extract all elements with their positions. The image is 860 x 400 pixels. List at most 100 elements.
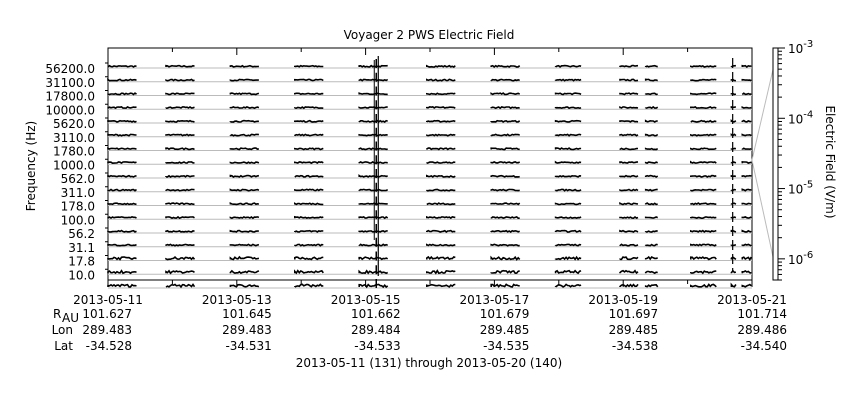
channel-trace bbox=[644, 119, 658, 123]
channel-trace bbox=[490, 269, 520, 275]
channel-trace bbox=[107, 119, 137, 123]
ephemeris-value: -34.528 bbox=[86, 339, 132, 353]
channel-trace bbox=[741, 256, 752, 261]
channel-trace bbox=[229, 78, 259, 82]
channel-trace bbox=[229, 106, 260, 110]
channel-trace bbox=[107, 161, 137, 165]
channel-trace bbox=[690, 160, 717, 164]
channel-trace bbox=[644, 64, 658, 68]
channel-trace bbox=[165, 283, 196, 289]
channel-trace bbox=[554, 174, 582, 178]
channel-trace bbox=[229, 229, 259, 233]
y-tick-label: 3110.0 bbox=[53, 131, 95, 145]
channel-trace bbox=[730, 147, 737, 150]
channel-trace bbox=[554, 78, 582, 82]
channel-trace bbox=[554, 255, 582, 261]
channel-trace bbox=[554, 202, 582, 206]
channel-trace bbox=[358, 243, 388, 247]
channel-trace bbox=[426, 269, 456, 275]
channel-trace bbox=[229, 243, 260, 247]
channel-trace bbox=[690, 216, 717, 219]
channel-trace bbox=[619, 92, 639, 96]
channel-trace bbox=[229, 161, 260, 165]
channel-trace bbox=[107, 229, 137, 233]
channel-trace bbox=[165, 202, 195, 206]
x-tick-label: 2013-05-15 bbox=[331, 293, 401, 307]
channel-trace bbox=[741, 133, 752, 137]
channel-trace bbox=[741, 78, 752, 82]
y-axis-label: Frequency (Hz) bbox=[24, 121, 38, 212]
channel-trace bbox=[490, 229, 520, 233]
right-axis: 10-3 10-4 10-5 10-6 bbox=[751, 39, 813, 281]
channel-trace bbox=[619, 133, 639, 137]
channel-trace bbox=[229, 269, 260, 275]
ephemeris-value: -34.535 bbox=[483, 339, 529, 353]
channel-trace bbox=[741, 229, 752, 233]
channel-trace bbox=[490, 188, 520, 192]
channel-trace bbox=[107, 216, 137, 219]
channel-trace bbox=[107, 269, 137, 275]
channel-trace bbox=[619, 161, 639, 164]
channel-trace bbox=[554, 188, 582, 192]
channel-trace bbox=[741, 119, 752, 123]
channel-trace bbox=[165, 174, 195, 178]
channel-trace bbox=[554, 216, 582, 220]
y-tick-label: 311.0 bbox=[61, 186, 95, 200]
channel-trace bbox=[294, 106, 324, 110]
channel-trace bbox=[554, 160, 582, 164]
channel-trace bbox=[690, 270, 717, 275]
ephemeris-value: 289.485 bbox=[609, 323, 659, 337]
channel-trace bbox=[358, 106, 388, 109]
channel-trace bbox=[490, 215, 520, 219]
y-tick-labels: 56200.031100.017800.010000.05620.03110.0… bbox=[45, 62, 108, 282]
channel-trace bbox=[165, 133, 195, 137]
channel-trace bbox=[426, 147, 456, 151]
channel-trace bbox=[490, 283, 520, 288]
channel-trace bbox=[730, 229, 737, 233]
channel-trace bbox=[644, 188, 658, 192]
ephemeris-value: -34.538 bbox=[612, 339, 658, 353]
right-tick-label: 10-3 bbox=[788, 39, 813, 56]
channel-trace bbox=[554, 119, 582, 123]
channel-trace bbox=[690, 243, 717, 247]
channel-trace bbox=[294, 147, 324, 151]
channel-trace bbox=[358, 230, 388, 233]
channel-trace bbox=[690, 174, 717, 178]
channel-trace bbox=[644, 243, 658, 247]
y-tick-label: 56200.0 bbox=[45, 62, 95, 76]
chart-title: Voyager 2 PWS Electric Field bbox=[344, 28, 515, 42]
channel-trace bbox=[358, 174, 388, 178]
channel-trace bbox=[490, 78, 520, 82]
channel-trace bbox=[690, 119, 717, 123]
channel-trace bbox=[741, 216, 752, 219]
y-tick-label: 1000.0 bbox=[53, 158, 95, 172]
channel-trace bbox=[426, 161, 456, 164]
channel-trace bbox=[294, 188, 324, 192]
channel-trace bbox=[490, 106, 520, 110]
x-tick-labels: 2013-05-11 2013-05-13 2013-05-15 2013-05-17… bbox=[73, 48, 787, 307]
y-tick-label: 17800.0 bbox=[45, 90, 95, 104]
channel-trace bbox=[730, 243, 737, 247]
channel-trace bbox=[294, 92, 324, 96]
channel-trace bbox=[107, 283, 137, 288]
channel-trace bbox=[490, 160, 521, 164]
channel-trace bbox=[426, 64, 456, 68]
channel-trace bbox=[426, 119, 456, 123]
x-tick-label: 2013-05-19 bbox=[588, 293, 658, 307]
channel-trace bbox=[741, 92, 752, 96]
channel-trace bbox=[730, 216, 737, 219]
channel-trace bbox=[358, 147, 388, 151]
channel-trace bbox=[426, 255, 456, 261]
channel-trace bbox=[107, 256, 137, 261]
ephemeris-value: 289.486 bbox=[737, 323, 787, 337]
right-tick-label: 10-5 bbox=[788, 180, 813, 197]
channel-trace bbox=[554, 147, 582, 151]
channel-trace bbox=[107, 92, 137, 96]
channel-trace bbox=[229, 215, 260, 220]
channel-trace bbox=[165, 78, 195, 82]
channel-trace bbox=[165, 147, 195, 151]
ephemeris-value: -34.531 bbox=[225, 339, 271, 353]
right-tick-label: 10-6 bbox=[788, 250, 813, 267]
channel-trace bbox=[426, 174, 456, 178]
